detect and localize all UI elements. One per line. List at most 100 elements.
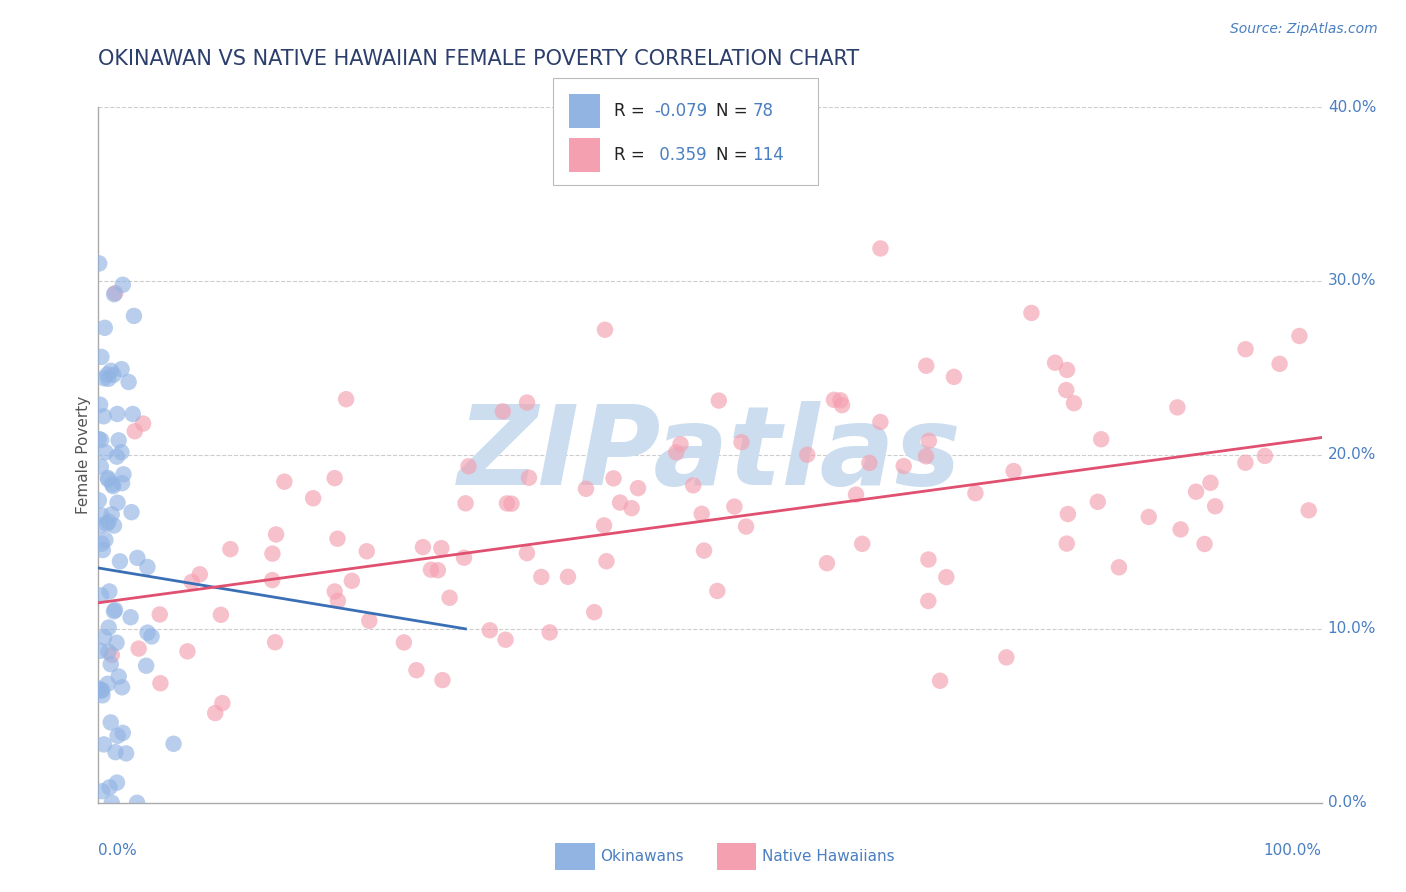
Point [454,496,477,510]
Text: 114: 114 [752,146,785,164]
Point [103,518,125,533]
Point [432,673,454,687]
Point [273,475,295,489]
Text: 20.0%: 20.0% [1327,448,1376,462]
Point [356,544,378,558]
Point [262,573,284,587]
Point [593,323,616,337]
Point [869,242,891,256]
Point [496,496,519,510]
Point [101,479,124,493]
Point [136,625,159,640]
Point [359,614,381,628]
Point [492,404,515,418]
Point [100,657,122,672]
Point [111,476,134,491]
Point [180,574,202,589]
Text: 0.0%: 0.0% [1327,796,1367,810]
Point [103,604,125,618]
Text: R =: R = [614,102,651,120]
Point [1057,507,1080,521]
Point [101,477,124,491]
Point [100,364,122,378]
Point [620,501,643,516]
Point [845,488,868,502]
Point [125,796,148,810]
Point [557,570,579,584]
Point [682,478,704,492]
Point [1056,536,1078,550]
Point [340,574,363,588]
Point [96,368,118,382]
Point [583,605,606,619]
Point [430,541,453,555]
Point [110,445,132,459]
Point [262,547,284,561]
Point [112,467,135,482]
Point [735,519,758,533]
Point [815,556,838,570]
Point [149,676,172,690]
Y-axis label: Female Poverty: Female Poverty [76,396,91,514]
Point [93,371,115,385]
Point [1254,449,1277,463]
Point [124,424,146,438]
Point [100,715,122,730]
Text: ZIPatlas: ZIPatlas [458,401,962,508]
Text: N =: N = [716,102,752,120]
Point [103,368,125,382]
Point [420,563,443,577]
Text: R =: R = [614,146,651,164]
Point [439,591,461,605]
Point [995,650,1018,665]
Point [453,550,475,565]
Text: Native Hawaiians: Native Hawaiians [762,849,894,863]
Text: 0.359: 0.359 [654,146,706,164]
Point [690,507,713,521]
Point [105,450,128,464]
Point [915,450,938,464]
Point [796,448,818,462]
Point [1288,329,1310,343]
Point [1090,432,1112,446]
Point [209,607,232,622]
Point [335,392,357,407]
Point [302,491,325,506]
Point [851,537,873,551]
Point [516,395,538,409]
Point [101,648,124,662]
Point [96,516,118,531]
Point [91,688,114,702]
Point [121,407,143,421]
Point [693,543,716,558]
Point [1166,401,1188,415]
Point [93,409,115,424]
Point [97,621,120,635]
Point [120,610,142,624]
Point [107,496,129,510]
Point [1170,523,1192,537]
Point [121,505,143,519]
Point [211,696,233,710]
Point [141,629,163,643]
Point [100,508,122,522]
Point [1043,356,1066,370]
Point [89,256,111,270]
Point [627,481,650,495]
Point [132,417,155,431]
Point [94,321,117,335]
Point [1234,342,1257,356]
Point [122,309,145,323]
Point [162,737,184,751]
Point [107,434,129,448]
Point [97,677,120,691]
Point [108,554,131,568]
Point [104,745,127,759]
Point [723,500,745,514]
Point [831,398,853,412]
Point [111,680,134,694]
Point [501,497,523,511]
Point [1054,383,1077,397]
Point [105,636,128,650]
Point [730,435,752,450]
